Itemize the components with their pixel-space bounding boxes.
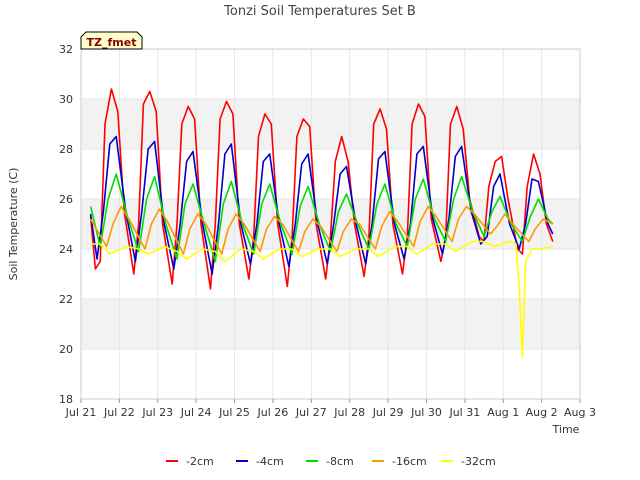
y-tick-label: 20: [59, 343, 73, 356]
legend: -2cm -4cm -8cm -16cm -32cm: [166, 455, 496, 468]
x-tick-label: Jul 24: [180, 406, 212, 419]
x-axis-label: Time: [552, 423, 580, 436]
y-axis-label: Soil Temperature (C): [7, 168, 20, 281]
legend-item: -32cm: [441, 455, 496, 468]
legend-label: -2cm: [186, 455, 214, 468]
x-tick-label: Aug 2: [526, 406, 558, 419]
y-axis-ticks: 18 20 22 24 26 28 30 32: [59, 43, 73, 406]
plot-band: [81, 99, 580, 149]
x-tick-label: Jul 25: [218, 406, 250, 419]
series-lines: [89, 88, 554, 358]
x-tick-label: Jul 22: [103, 406, 135, 419]
legend-label: -16cm: [392, 455, 427, 468]
chart-title: Tonzi Soil Temperatures Set B: [223, 4, 416, 19]
plot-band: [81, 249, 580, 299]
x-tick-label: Jul 31: [448, 406, 480, 419]
plot-band: [81, 349, 580, 399]
x-tick-label: Jul 30: [410, 406, 442, 419]
x-tick-label: Jul 27: [295, 406, 327, 419]
y-tick-label: 26: [59, 193, 73, 206]
legend-label: -8cm: [326, 455, 354, 468]
series-line-8cm: [89, 173, 554, 263]
y-tick-label: 24: [59, 243, 73, 256]
y-tick-label: 18: [59, 393, 73, 406]
legend-item: -16cm: [372, 455, 427, 468]
legend-item: -2cm: [166, 455, 214, 468]
plot-bands: [81, 49, 580, 399]
x-tick-label: Jul 28: [333, 406, 365, 419]
x-tick-label: Jul 26: [257, 406, 289, 419]
x-tick-label: Jul 23: [141, 406, 173, 419]
plot-band: [81, 49, 580, 99]
y-tick-label: 32: [59, 43, 73, 56]
x-tick-label: Jul 29: [372, 406, 404, 419]
plot-area: [80, 48, 581, 400]
x-tick-label: Aug 3: [564, 406, 596, 419]
plot-band: [81, 299, 580, 349]
site-badge: TZ_fmet: [80, 31, 143, 50]
x-tick-label: Jul 21: [65, 406, 97, 419]
plot-band: [81, 149, 580, 199]
y-tick-label: 22: [59, 293, 73, 306]
y-tick-label: 30: [59, 93, 73, 106]
x-axis-ticks: Jul 21 Jul 22 Jul 23 Jul 24 Jul 25 Jul 26 Jul …: [65, 399, 596, 419]
x-tick-label: Aug 1: [487, 406, 519, 419]
series-line-2cm: [89, 88, 554, 290]
series-line-32cm: [90, 240, 553, 358]
legend-item: -8cm: [306, 455, 354, 468]
site-badge-text: TZ_fmet: [87, 36, 137, 49]
site-badge-shape: [80, 31, 143, 50]
series-line-4cm: [89, 135, 554, 275]
legend-label: -32cm: [461, 455, 496, 468]
series-line-16cm: [89, 205, 554, 255]
legend-label: -4cm: [256, 455, 284, 468]
legend-item: -4cm: [236, 455, 284, 468]
y-tick-label: 28: [59, 143, 73, 156]
